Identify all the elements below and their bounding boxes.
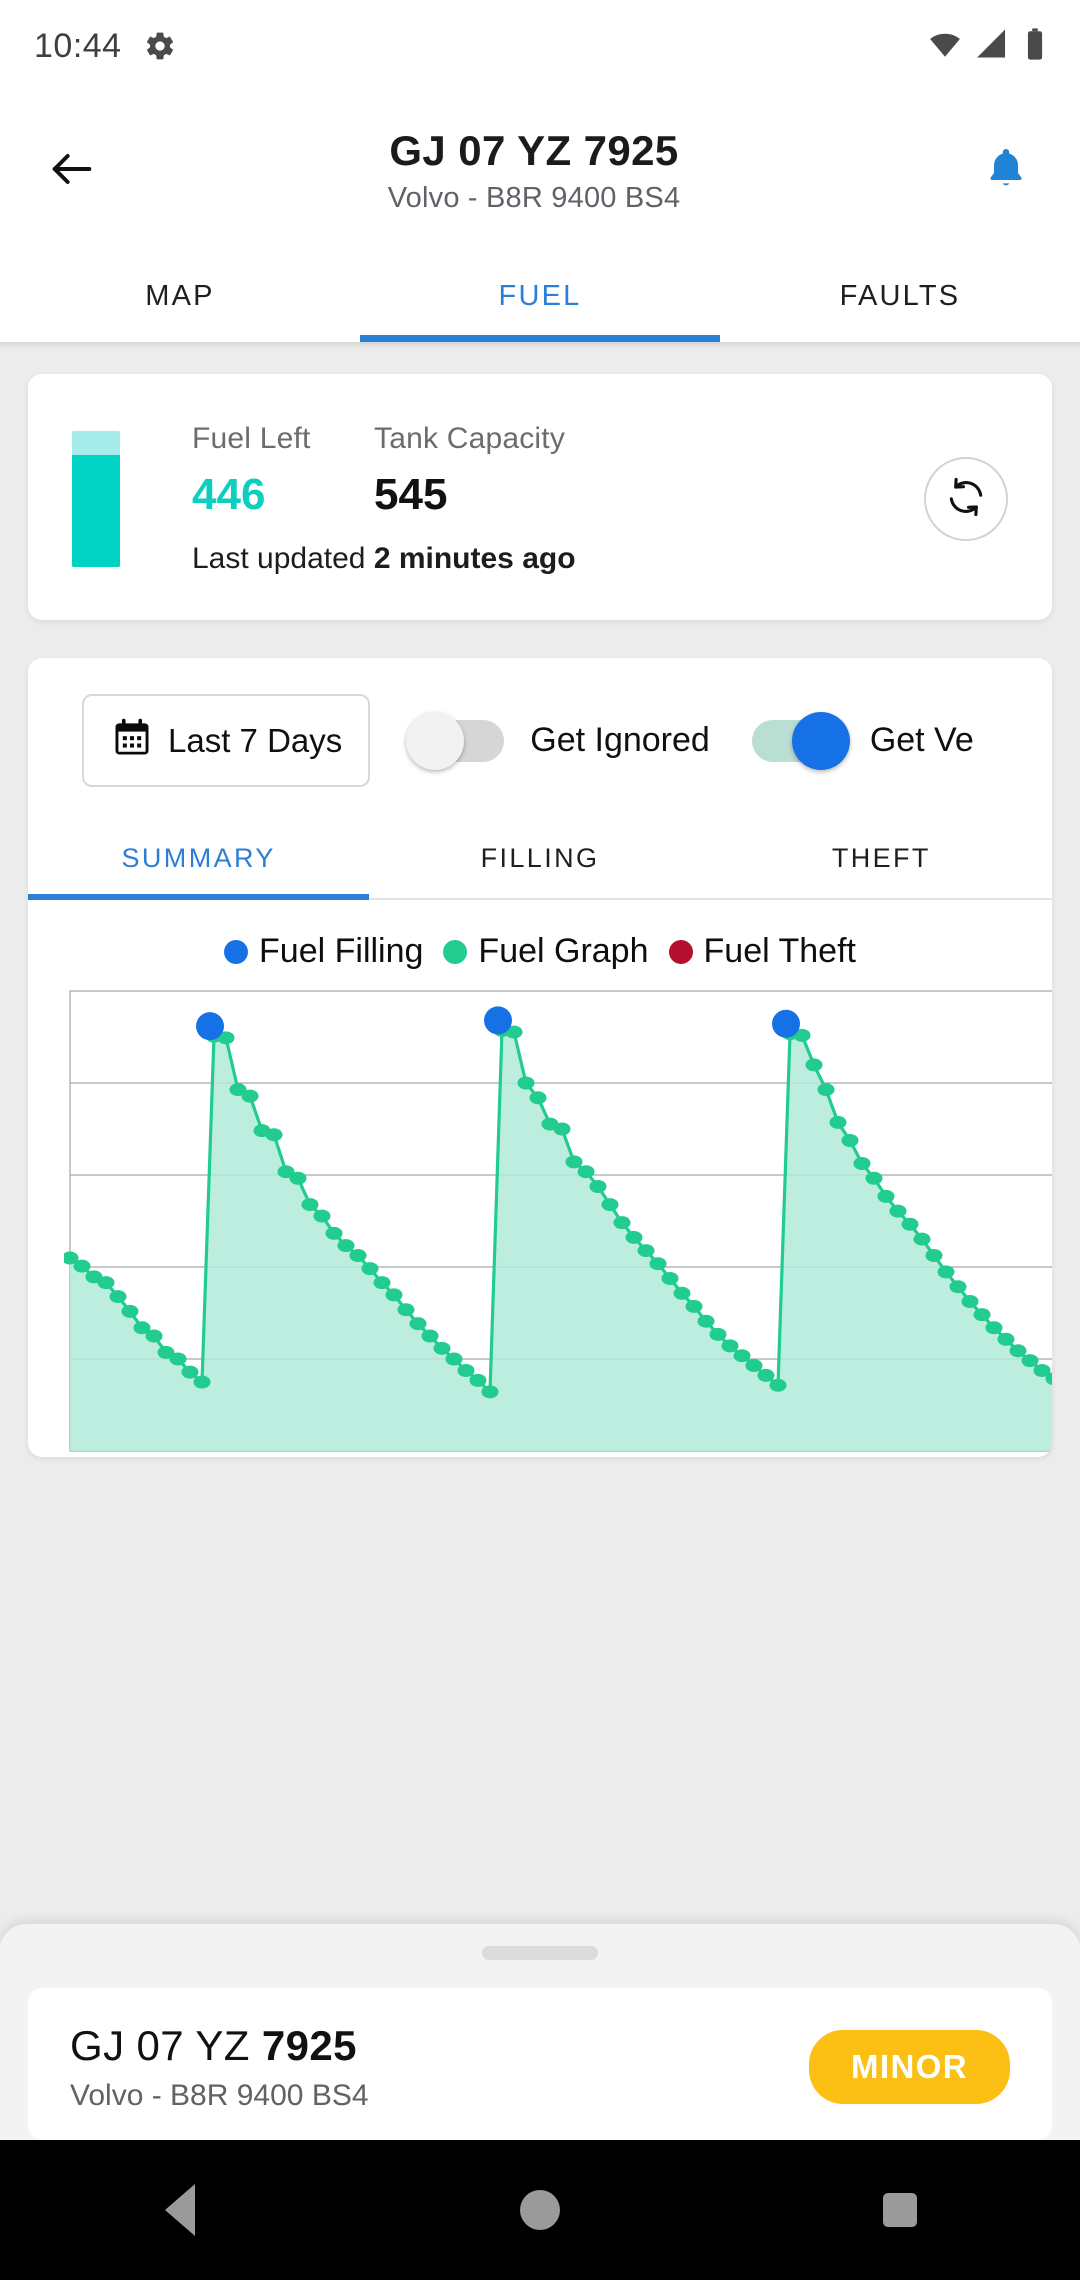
scroll-content: Fuel Left 446 Tank Capacity 545 Last upd… — [0, 348, 1080, 1457]
get-verified-switch-thumb — [791, 711, 850, 770]
header-title-block: GJ 07 YZ 7925 Volvo - B8R 9400 BS4 — [100, 127, 968, 214]
gear-icon — [144, 30, 176, 62]
back-button[interactable] — [34, 133, 110, 209]
tank-capacity-label: Tank Capacity — [374, 422, 566, 455]
tab-faults-label: FAULTS — [839, 279, 961, 312]
refresh-icon — [944, 475, 988, 524]
tab-fuel[interactable]: FUEL — [360, 250, 720, 342]
bell-icon — [982, 145, 1030, 198]
status-time: 10:44 — [34, 26, 122, 65]
legend-label-fuel-filling: Fuel Filling — [259, 932, 424, 970]
legend-dot-fuel-theft — [668, 939, 693, 964]
wifi-icon — [928, 27, 962, 66]
get-ignored-label: Get Ignored — [530, 721, 710, 759]
graph-sub-tab-bar: SUMMARY FILLING THEFT — [28, 817, 1052, 900]
android-nav-bar — [0, 2140, 1080, 2280]
battery-icon — [1024, 27, 1046, 66]
subtab-filling-label: FILLING — [480, 843, 600, 873]
nav-recents-button[interactable] — [720, 2193, 1080, 2227]
tank-capacity-block: Tank Capacity 545 — [374, 422, 565, 520]
page-subtitle: Volvo - B8R 9400 BS4 — [387, 181, 681, 214]
status-badge[interactable]: MINOR — [809, 2030, 1010, 2104]
fuel-summary-info: Fuel Left 446 Tank Capacity 545 Last upd… — [192, 422, 906, 576]
status-icon-group — [928, 27, 1046, 66]
subtab-filling[interactable]: FILLING — [369, 817, 710, 898]
tab-map-label: MAP — [145, 279, 215, 312]
chart-plot-area[interactable] — [28, 987, 1052, 1457]
last-updated-prefix: Last updated — [192, 542, 374, 575]
filter-row: Last 7 Days Get Ignored Get Ve — [28, 658, 1052, 817]
get-verified-label: Get Ve — [869, 721, 974, 759]
nav-back-button[interactable] — [0, 2184, 360, 2236]
last-updated-text: Last updated 2 minutes ago — [192, 542, 906, 576]
main-tab-bar: MAP FUEL FAULTS — [0, 250, 1080, 342]
fuel-gauge-bar — [72, 431, 120, 567]
page-title: GJ 07 YZ 7925 — [389, 127, 679, 175]
refresh-button[interactable] — [924, 457, 1008, 541]
fuel-level-chart[interactable] — [64, 987, 1052, 1457]
subtab-summary-label: SUMMARY — [121, 843, 276, 873]
vehicle-alert-card[interactable]: GJ 07 YZ 7925 Volvo - B8R 9400 BS4 MINOR — [28, 1988, 1052, 2140]
tab-faults[interactable]: FAULTS — [720, 250, 1080, 342]
legend-item-fuel-theft: Fuel Theft — [668, 932, 856, 971]
fuel-left-value: 446 — [192, 470, 266, 519]
legend-item-fuel-filling: Fuel Filling — [224, 932, 423, 971]
legend-label-fuel-theft: Fuel Theft — [703, 932, 856, 970]
bottom-sheet[interactable]: GJ 07 YZ 7925 Volvo - B8R 9400 BS4 MINOR — [0, 1924, 1080, 2140]
subtab-theft[interactable]: THEFT — [711, 817, 1052, 898]
vehicle-plate-prefix: GJ 07 YZ — [70, 2021, 262, 2069]
date-range-selector[interactable]: Last 7 Days — [82, 694, 371, 787]
signal-icon — [976, 27, 1010, 66]
legend-dot-fuel-filling — [224, 939, 249, 964]
fuel-left-block: Fuel Left 446 — [192, 422, 374, 520]
chart-legend: Fuel Filling Fuel Graph Fuel Theft — [28, 900, 1052, 987]
last-updated-value: 2 minutes ago — [373, 542, 576, 575]
nav-recents-icon — [883, 2193, 917, 2227]
vehicle-plate-number: 7925 — [261, 2021, 357, 2069]
subtab-theft-label: THEFT — [831, 843, 931, 873]
fuel-left-label: Fuel Left — [192, 422, 311, 455]
vehicle-alert-info: GJ 07 YZ 7925 Volvo - B8R 9400 BS4 — [70, 2022, 809, 2113]
fuel-labels-row: Fuel Left 446 Tank Capacity 545 — [192, 422, 906, 520]
tab-bar-shadow — [0, 342, 1080, 348]
nav-home-icon — [520, 2190, 560, 2230]
get-ignored-switch[interactable] — [406, 711, 505, 770]
get-ignored-switch-thumb — [406, 711, 465, 770]
legend-item-fuel-graph: Fuel Graph — [443, 932, 649, 971]
subtab-summary[interactable]: SUMMARY — [28, 817, 370, 900]
tab-map[interactable]: MAP — [0, 250, 360, 342]
arrow-left-icon — [46, 143, 98, 200]
vehicle-model: Volvo - B8R 9400 BS4 — [70, 2078, 369, 2112]
fuel-graph-card: Last 7 Days Get Ignored Get Ve SUMMARY F… — [28, 658, 1052, 1457]
fuel-gauge-fill — [72, 455, 120, 567]
app-bar: GJ 07 YZ 7925 Volvo - B8R 9400 BS4 — [0, 92, 1080, 250]
get-verified-switch[interactable] — [751, 711, 850, 770]
fuel-summary-card: Fuel Left 446 Tank Capacity 545 Last upd… — [28, 374, 1052, 620]
nav-back-icon — [165, 2184, 195, 2236]
toggle-get-ignored[interactable]: Get Ignored — [406, 711, 710, 770]
tab-fuel-label: FUEL — [498, 279, 582, 312]
notification-button[interactable] — [968, 133, 1044, 209]
calendar-icon — [110, 716, 154, 765]
status-bar: 10:44 — [0, 0, 1080, 92]
tank-capacity-value: 545 — [374, 470, 448, 519]
nav-home-button[interactable] — [360, 2190, 720, 2230]
date-range-label: Last 7 Days — [168, 721, 343, 759]
toggle-get-verified[interactable]: Get Ve — [751, 711, 974, 770]
legend-label-fuel-graph: Fuel Graph — [478, 932, 649, 970]
legend-dot-fuel-graph — [443, 939, 468, 964]
vehicle-plate: GJ 07 YZ 7925 — [70, 2022, 809, 2070]
drag-handle[interactable] — [482, 1946, 598, 1960]
